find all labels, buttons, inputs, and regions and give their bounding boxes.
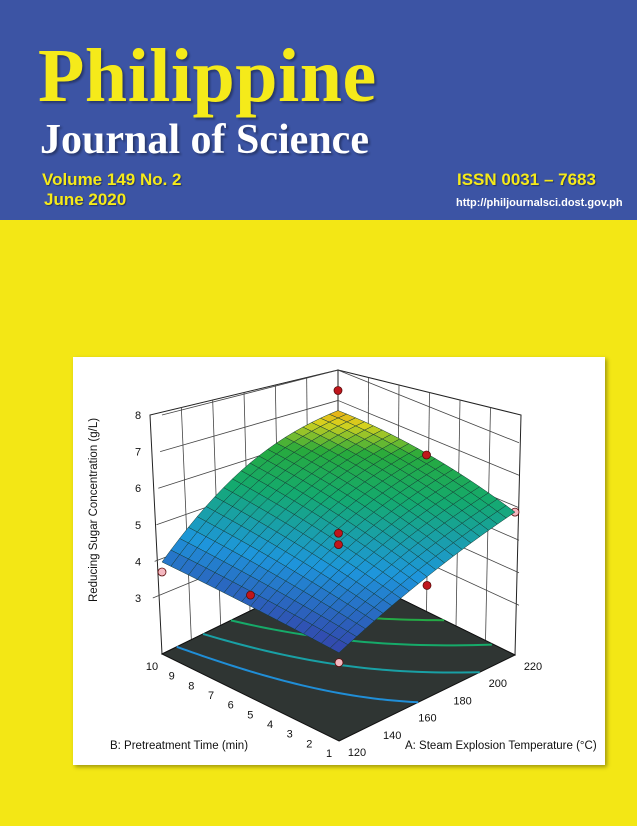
y-tick-label: 1 xyxy=(326,748,332,760)
issue-date: June 2020 xyxy=(44,190,127,209)
x-tick-label: 180 xyxy=(453,695,471,707)
x-tick-label: 120 xyxy=(348,747,366,759)
z-tick-label: 6 xyxy=(135,483,141,495)
design-point-below xyxy=(334,658,344,667)
y-tick-label: 6 xyxy=(228,700,234,712)
z-tick-label: 4 xyxy=(135,556,141,568)
z-axis-title: Reducing Sugar Concentration (g/L) xyxy=(88,418,100,602)
design-point-above xyxy=(334,528,343,538)
y-tick-label: 9 xyxy=(169,671,175,683)
z-tick-label: 8 xyxy=(135,410,141,422)
journal-url[interactable]: http://philjournalsci.dost.gov.ph xyxy=(456,197,623,209)
y-tick-label: 10 xyxy=(146,661,158,673)
design-point-above xyxy=(334,540,343,549)
x-tick-label: 140 xyxy=(383,730,401,742)
design-point-above xyxy=(422,450,431,460)
design-point-above xyxy=(333,386,343,395)
y-tick-label: 3 xyxy=(287,729,293,741)
x-tick-label: 220 xyxy=(524,661,542,673)
y-tick-label: 7 xyxy=(208,690,214,702)
y-axis-title: B: Pretreatment Time (min) xyxy=(110,740,248,752)
y-tick-label: 2 xyxy=(306,738,312,750)
wall-gridline xyxy=(161,369,339,416)
wall-gridline xyxy=(337,369,520,444)
journal-title-philippine: Philippine xyxy=(38,34,377,118)
y-tick-label: 4 xyxy=(267,719,273,731)
floor-contour-line xyxy=(176,645,419,704)
response-surface xyxy=(161,410,516,654)
x-tick-label: 160 xyxy=(418,713,436,725)
points-below-surface xyxy=(157,507,520,667)
x-tick-label: 200 xyxy=(489,678,507,690)
z-tick-label: 3 xyxy=(135,593,141,605)
cover-header: Philippine Journal of Science Volume 149… xyxy=(0,0,637,220)
wall-gridline xyxy=(180,407,192,640)
x-axis-title: A: Steam Explosion Temperature (°C) xyxy=(405,740,597,752)
wall-gridline xyxy=(160,400,339,452)
journal-title-subtitle: Journal of Science xyxy=(40,117,369,163)
issn-number: ISSN 0031 – 7683 xyxy=(457,170,596,189)
tick-labels: 3 4 5 6 7 8 120 140 160 180 200 220 1 2 3 4 5 6 7 8 9 10 xyxy=(135,410,542,760)
y-tick-label: 8 xyxy=(188,680,194,692)
surface-cell xyxy=(329,639,349,654)
z-tick-label: 5 xyxy=(135,520,141,532)
design-point-below xyxy=(157,567,167,577)
z-tick-label: 7 xyxy=(135,447,141,459)
points-above-surface xyxy=(246,386,432,600)
wall-gridline xyxy=(337,400,520,476)
volume-number: Volume 149 No. 2 xyxy=(42,170,182,189)
design-point-above xyxy=(422,581,432,590)
floor-contour-line xyxy=(202,632,480,674)
y-tick-label: 5 xyxy=(247,709,253,721)
design-point-above xyxy=(246,590,255,600)
